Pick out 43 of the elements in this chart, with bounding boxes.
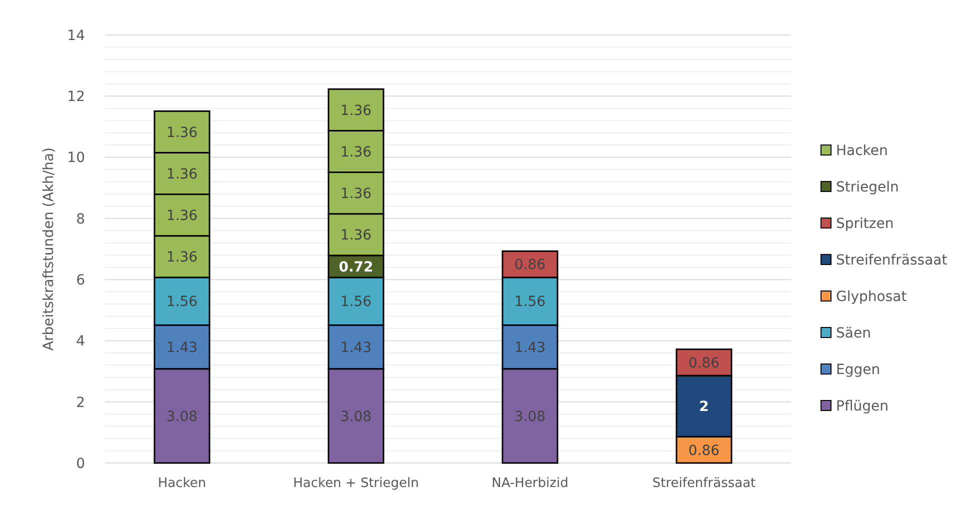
data-label: 1.36 (340, 228, 372, 244)
data-label: 1.56 (514, 294, 546, 310)
data-label: 3.08 (166, 408, 198, 425)
data-label: 0.72 (338, 259, 374, 276)
data-label: 1.56 (166, 294, 198, 310)
y-tick-label: 4 (76, 334, 86, 350)
y-tick-label: 8 (76, 211, 85, 228)
legend-label: Glyphosat (836, 288, 908, 305)
x-tick-label: NA-Herbizid (492, 476, 568, 491)
legend-label: Striegeln (836, 179, 899, 196)
legend-label: Eggen (836, 362, 880, 378)
data-label: 0.86 (514, 257, 546, 274)
x-tick-label: Hacken + Striegeln (293, 476, 419, 491)
y-tick-label: 2 (76, 394, 85, 411)
legend-label: Hacken (836, 142, 888, 159)
data-label: 1.36 (340, 102, 372, 119)
legend-label: Säen (836, 325, 871, 342)
data-label: 1.36 (166, 166, 198, 182)
data-label: 3.08 (340, 408, 372, 425)
data-label: 3.08 (514, 408, 546, 425)
data-label: 1.43 (166, 340, 198, 356)
y-tick-label: 10 (67, 150, 85, 166)
data-label: 1.43 (340, 340, 372, 356)
y-tick-label: 12 (67, 89, 85, 106)
legend-label: Streifenfrässaat (836, 252, 948, 268)
data-label: 1.36 (340, 186, 372, 202)
x-tick-label: Hacken (158, 476, 206, 491)
x-tick-label: Streifenfrässaat (652, 476, 756, 491)
data-label: 2 (699, 399, 709, 416)
data-label: 1.36 (166, 124, 198, 141)
data-label: 1.56 (340, 294, 372, 310)
y-tick-label: 6 (76, 272, 86, 288)
data-label: 1.36 (340, 144, 372, 160)
y-tick-label: 14 (67, 28, 86, 44)
data-label: 1.36 (166, 250, 198, 266)
y-tick-label: 0 (76, 456, 85, 472)
y-axis-title: Arbeitskraftstunden (Akh/ha) (41, 147, 57, 351)
data-label: 0.86 (688, 442, 720, 459)
data-label: 1.43 (514, 340, 546, 356)
data-label: 0.86 (688, 355, 720, 372)
data-label: 1.36 (166, 208, 198, 224)
legend-label: Pflügen (836, 398, 889, 414)
legend-label: Spritzen (836, 216, 894, 232)
